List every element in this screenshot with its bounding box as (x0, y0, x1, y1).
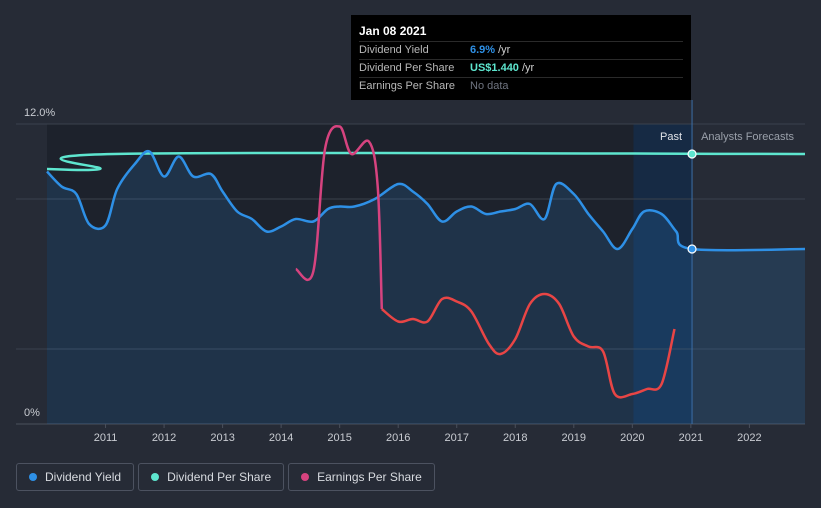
y-tick-label: 12.0% (24, 107, 55, 119)
tooltip-value: 6.9% (470, 44, 496, 56)
earnings-per-share-line-segment (381, 292, 676, 399)
forecast-region (692, 124, 805, 424)
legend: Dividend Yield Dividend Per Share Earnin… (16, 463, 435, 491)
recent-highlight-band (633, 124, 693, 424)
tooltip-row-dividend-yield: Dividend Yield 6.9% /yr (359, 41, 683, 59)
x-tick-label: 2021 (679, 432, 703, 444)
legend-dot-icon (29, 473, 37, 481)
tooltip-unit: /yr (521, 62, 535, 74)
tooltip-row-earnings-per-share: Earnings Per Share No data (359, 77, 683, 95)
x-tick-label: 2017 (444, 432, 468, 444)
tooltip-label: Earnings Per Share (359, 80, 455, 92)
gridlines (16, 123, 805, 425)
x-tick-label: 2015 (327, 432, 351, 444)
past-label: Past (660, 131, 682, 143)
x-tick-label: 2012 (152, 432, 176, 444)
tooltip-value: No data (470, 80, 509, 92)
y-tick-label: 0% (24, 407, 40, 419)
tooltip-unit: /yr (498, 44, 511, 56)
dividend-per-share-line (46, 151, 806, 172)
legend-dot-icon (301, 473, 310, 481)
legend-dividend-yield-button[interactable]: Dividend Yield (16, 463, 135, 491)
legend-earnings-per-share-button[interactable]: Earnings Per Share (288, 463, 435, 491)
x-tick-label: 2020 (620, 432, 644, 444)
tooltip: Jan 08 2021 Dividend Yield 6.9% /yr Divi… (351, 15, 691, 100)
dividend-yield-line (46, 149, 806, 252)
legend-label: Dividend Per Share (167, 470, 272, 484)
analysts-forecasts-label: Analysts Forecasts (701, 131, 794, 143)
tooltip-row-dividend-per-share: Dividend Per Share US$1.440 /yr (359, 59, 683, 77)
dividend-per-share-marker (687, 149, 697, 159)
x-tick-label: 2013 (210, 432, 234, 444)
legend-dividend-per-share-button[interactable]: Dividend Per Share (138, 463, 285, 491)
series-lines (46, 124, 806, 399)
x-tick-label: 2019 (562, 432, 586, 444)
series-areas (47, 151, 805, 424)
tooltip-label: Dividend Yield (359, 44, 429, 56)
dividend-yield-area (47, 151, 805, 424)
dividend-yield-marker (687, 244, 697, 254)
x-tick-label: 2014 (269, 432, 293, 444)
tooltip-label: Dividend Per Share (359, 62, 455, 74)
axes: 12.0% 0% 2011 2012 2013 2014 2015 2016 2017 2018 2… (24, 100, 762, 444)
markers (687, 149, 697, 254)
past-region (47, 124, 693, 424)
x-tick-label: 2022 (737, 432, 761, 444)
legend-label: Earnings Per Share (317, 470, 422, 484)
legend-dot-icon (151, 473, 160, 481)
plot-background (47, 124, 805, 424)
tooltip-date: Jan 08 2021 (359, 24, 427, 38)
earnings-per-share-line-segment (295, 124, 384, 310)
legend-label: Dividend Yield (45, 470, 122, 484)
x-tick-label: 2016 (386, 432, 410, 444)
x-tick-label: 2018 (503, 432, 527, 444)
x-tick-label: 2011 (94, 432, 118, 444)
tooltip-value: US$1.440 (470, 62, 519, 74)
